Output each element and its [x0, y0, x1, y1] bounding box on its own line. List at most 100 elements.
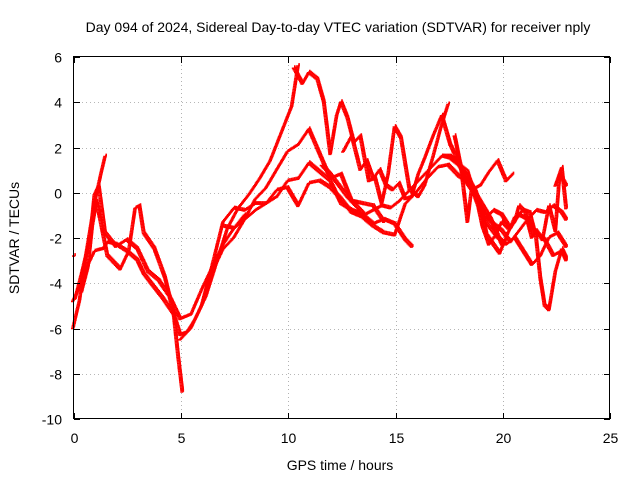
data-point-track-n	[463, 173, 468, 178]
y-tick-label: -4	[50, 276, 63, 292]
data-point-track-n	[502, 232, 507, 236]
data-point-track-n	[497, 226, 502, 231]
data-point-track-a	[160, 294, 164, 299]
data-point-track-n	[330, 174, 334, 178]
data-point-track-n	[454, 160, 459, 165]
data-point-track-c	[132, 244, 137, 249]
data-point-track-o	[564, 205, 568, 210]
data-point-track-n	[341, 189, 346, 193]
data-point-track-n	[354, 203, 358, 208]
data-point-track-g	[340, 197, 344, 202]
data-point-track-a	[162, 298, 167, 303]
data-point-track-e	[401, 234, 406, 239]
data-point-track-n	[319, 162, 324, 167]
data-point-track-h	[311, 73, 316, 78]
data-point-track-n	[342, 190, 347, 195]
data-point-track-n	[452, 158, 456, 163]
data-point-track-d	[149, 242, 154, 247]
data-point-track-a	[147, 278, 152, 283]
data-point-track-g	[330, 187, 335, 192]
data-point-track-j	[491, 241, 495, 246]
data-point-track-a	[163, 300, 168, 304]
data-point-track-g	[375, 226, 379, 230]
data-point-track-k	[517, 203, 521, 208]
data-point-track-e	[309, 162, 313, 167]
data-point-track-d	[151, 245, 156, 249]
data-point-track-g	[317, 178, 322, 183]
data-point-track-j	[493, 244, 497, 249]
data-point-track-l	[551, 203, 556, 208]
data-point-track-g	[342, 201, 347, 206]
data-point-track-m	[499, 237, 503, 242]
data-point-track-n	[539, 234, 543, 239]
data-point-track-n	[485, 215, 490, 220]
data-point-track-a	[164, 301, 169, 306]
y-tick-label: 0	[54, 186, 62, 202]
data-point-track-i	[510, 171, 515, 176]
data-point-track-a	[159, 293, 163, 298]
data-point-track-h	[339, 99, 343, 104]
data-point-track-n	[332, 176, 336, 181]
x-tick-label: 10	[281, 430, 297, 446]
data-point-track-l	[552, 204, 557, 209]
data-point-track-n	[359, 209, 364, 213]
data-point-track-d	[143, 233, 148, 237]
data-point-track-c	[161, 284, 165, 289]
data-point-track-j	[542, 302, 547, 307]
plot-frame	[73, 56, 610, 419]
data-point-track-g	[346, 206, 351, 211]
data-point-track-g	[285, 185, 290, 189]
data-point-track-h	[310, 72, 315, 77]
data-point-track-e	[321, 172, 325, 177]
data-point-track-e	[398, 230, 403, 235]
data-points	[71, 63, 568, 393]
data-point-track-d	[146, 237, 150, 241]
data-point-track-n	[350, 199, 355, 204]
data-point-track-e	[400, 233, 405, 238]
data-point-track-b	[103, 153, 107, 158]
data-point-track-a	[161, 296, 165, 300]
data-point-track-g	[336, 194, 341, 199]
data-point-track-n	[484, 214, 489, 219]
data-point-track-m	[487, 224, 492, 229]
y-tick-label: -2	[50, 231, 63, 247]
data-point-track-h	[392, 124, 397, 128]
data-point-track-n	[327, 170, 331, 175]
data-point-track-h	[309, 71, 314, 76]
data-point-track-d	[180, 388, 185, 393]
data-point-track-n	[349, 198, 354, 203]
data-point-track-f	[379, 215, 383, 219]
data-point-track-a	[130, 253, 135, 258]
data-point-track-f	[375, 209, 380, 214]
data-point-track-g	[450, 167, 455, 171]
data-point-track-i	[385, 183, 390, 188]
data-point-track-g	[292, 196, 297, 201]
data-point-track-k	[520, 206, 524, 211]
data-point-track-m	[492, 231, 497, 235]
data-point-track-n	[506, 237, 511, 241]
data-point-track-e	[311, 164, 316, 169]
data-point-track-e	[398, 229, 402, 234]
data-point-track-i	[384, 183, 388, 187]
data-point-track-a	[152, 285, 157, 289]
data-point-track-e	[312, 165, 317, 170]
data-point-track-n	[335, 181, 340, 186]
data-point-track-e	[319, 171, 324, 176]
data-point-track-m	[494, 233, 499, 238]
data-point-track-e	[310, 163, 315, 168]
data-point-track-n	[329, 172, 333, 177]
data-point-track-a	[154, 287, 158, 292]
data-point-track-g	[447, 163, 452, 168]
data-point-track-l	[556, 207, 560, 211]
x-tick-label: 15	[389, 430, 405, 446]
data-point-track-n	[356, 205, 360, 210]
data-point-track-n	[494, 224, 499, 229]
data-point-track-n	[482, 212, 487, 217]
data-point-track-k	[521, 207, 525, 212]
data-point-track-i	[386, 184, 391, 189]
data-point-track-g	[366, 219, 371, 224]
data-point-track-d	[106, 254, 111, 258]
data-point-track-n	[460, 168, 465, 173]
data-point-track-m	[500, 238, 505, 243]
data-point-track-c	[131, 243, 136, 248]
